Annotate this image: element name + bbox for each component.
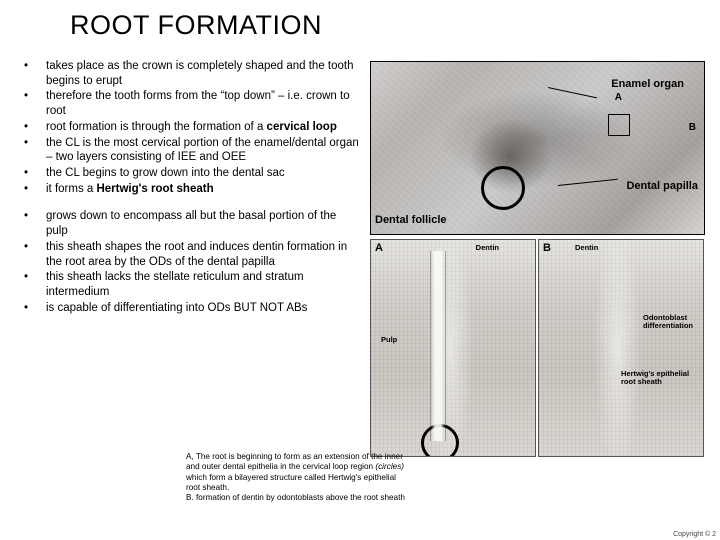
label-enamel-organ: Enamel organ (611, 78, 684, 90)
bullet-item: •grows down to encompass all but the bas… (20, 209, 370, 238)
bottom-image-B: B Dentin Odontoblast differentiation Her… (538, 239, 704, 457)
bullet-column: •takes place as the crown is completely … (20, 59, 370, 457)
bullet-text: takes place as the crown is completely s… (46, 59, 370, 88)
copyright-text: Copyright © 2 (673, 531, 716, 538)
bullet-mark: • (20, 120, 46, 135)
content-row: •takes place as the crown is completely … (0, 41, 720, 457)
bullet-text: the CL is the most cervical portion of t… (46, 136, 370, 165)
top-histology-image: A B Enamel organ Dental papilla Dental f… (370, 61, 705, 235)
label-B: B (689, 122, 696, 133)
figure-caption: A, The root is beginning to form as an e… (186, 452, 406, 503)
circle-annotation-bottom (421, 424, 459, 457)
bullet-item: •this sheath shapes the root and induces… (20, 240, 370, 269)
bullet-text: this sheath shapes the root and induces … (46, 240, 370, 269)
label-pulp: Pulp (381, 336, 397, 344)
bottom-image-row: A Dentin Pulp B Dentin Odontoblast diffe… (370, 239, 704, 457)
circle-annotation-top (481, 166, 525, 210)
bullet-text: therefore the tooth forms from the “top … (46, 89, 370, 118)
bullet-item: •the CL begins to grow down into the den… (20, 166, 370, 181)
label-odontoblast: Odontoblast differentiation (643, 314, 699, 330)
bullet-mark: • (20, 89, 46, 118)
bullet-mark: • (20, 270, 46, 299)
bullet-item: •this sheath lacks the stellate reticulu… (20, 270, 370, 299)
bullet-text: root formation is through the formation … (46, 120, 370, 135)
bottom-image-A: A Dentin Pulp (370, 239, 536, 457)
bullet-mark: • (20, 182, 46, 197)
box-annotation (608, 114, 630, 136)
label-hertwig: Hertwig's epithelial root sheath (621, 370, 699, 386)
image-column: A B Enamel organ Dental papilla Dental f… (370, 59, 710, 457)
label-dental-follicle: Dental follicle (375, 214, 447, 226)
corner-A: A (375, 242, 383, 254)
bullet-item: •the CL is the most cervical portion of … (20, 136, 370, 165)
bullet-item: •root formation is through the formation… (20, 120, 370, 135)
label-A: A (615, 92, 622, 103)
bullet-item: •takes place as the crown is completely … (20, 59, 370, 88)
bullet-text: it forms a Hertwig's root sheath (46, 182, 370, 197)
page-title: ROOT FORMATION (0, 0, 720, 41)
bullet-text: the CL begins to grow down into the dent… (46, 166, 370, 181)
label-dentin-a: Dentin (476, 244, 499, 252)
label-dentin-b: Dentin (575, 244, 598, 252)
label-dental-papilla: Dental papilla (626, 180, 698, 192)
bullet-mark: • (20, 209, 46, 238)
bullet-text: this sheath lacks the stellate reticulum… (46, 270, 370, 299)
bullet-item: •is capable of differentiating into ODs … (20, 301, 370, 316)
pointer-papilla (558, 179, 618, 186)
bullet-item: •it forms a Hertwig's root sheath (20, 182, 370, 197)
bullet-mark: • (20, 240, 46, 269)
bullet-mark: • (20, 301, 46, 316)
bullet-text: is capable of differentiating into ODs B… (46, 301, 370, 316)
bullet-mark: • (20, 166, 46, 181)
bullet-mark: • (20, 136, 46, 165)
corner-B: B (543, 242, 551, 254)
bullet-mark: • (20, 59, 46, 88)
bullet-item: •therefore the tooth forms from the “top… (20, 89, 370, 118)
bullet-text: grows down to encompass all but the basa… (46, 209, 370, 238)
pointer-organ (548, 87, 597, 98)
